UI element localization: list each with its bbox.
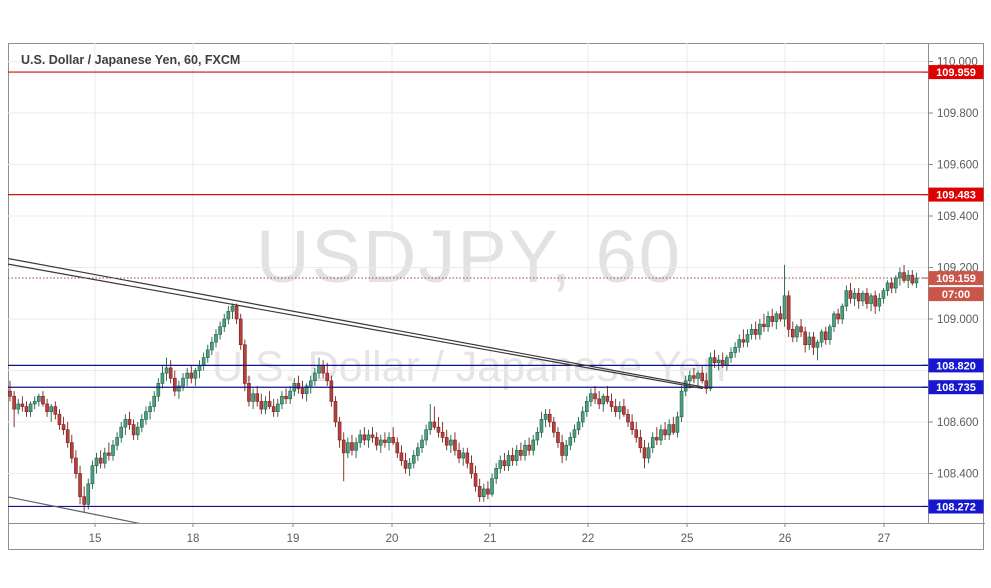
plot-area[interactable]: USDJPY, 60 U.S. Dollar / Japanese Yen (9, 44, 929, 524)
chart-frame: USDJPY, 60 U.S. Dollar / Japanese Yen U.… (8, 43, 985, 551)
time-axis[interactable] (9, 524, 929, 551)
watermark: USDJPY, 60 U.S. Dollar / Japanese Yen (9, 44, 929, 524)
watermark-description: U.S. Dollar / Japanese Yen (212, 342, 726, 391)
watermark-symbol: USDJPY, 60 (256, 214, 682, 298)
symbol-legend: U.S. Dollar / Japanese Yen, 60, FXCM (21, 53, 241, 67)
price-axis[interactable] (929, 44, 985, 524)
